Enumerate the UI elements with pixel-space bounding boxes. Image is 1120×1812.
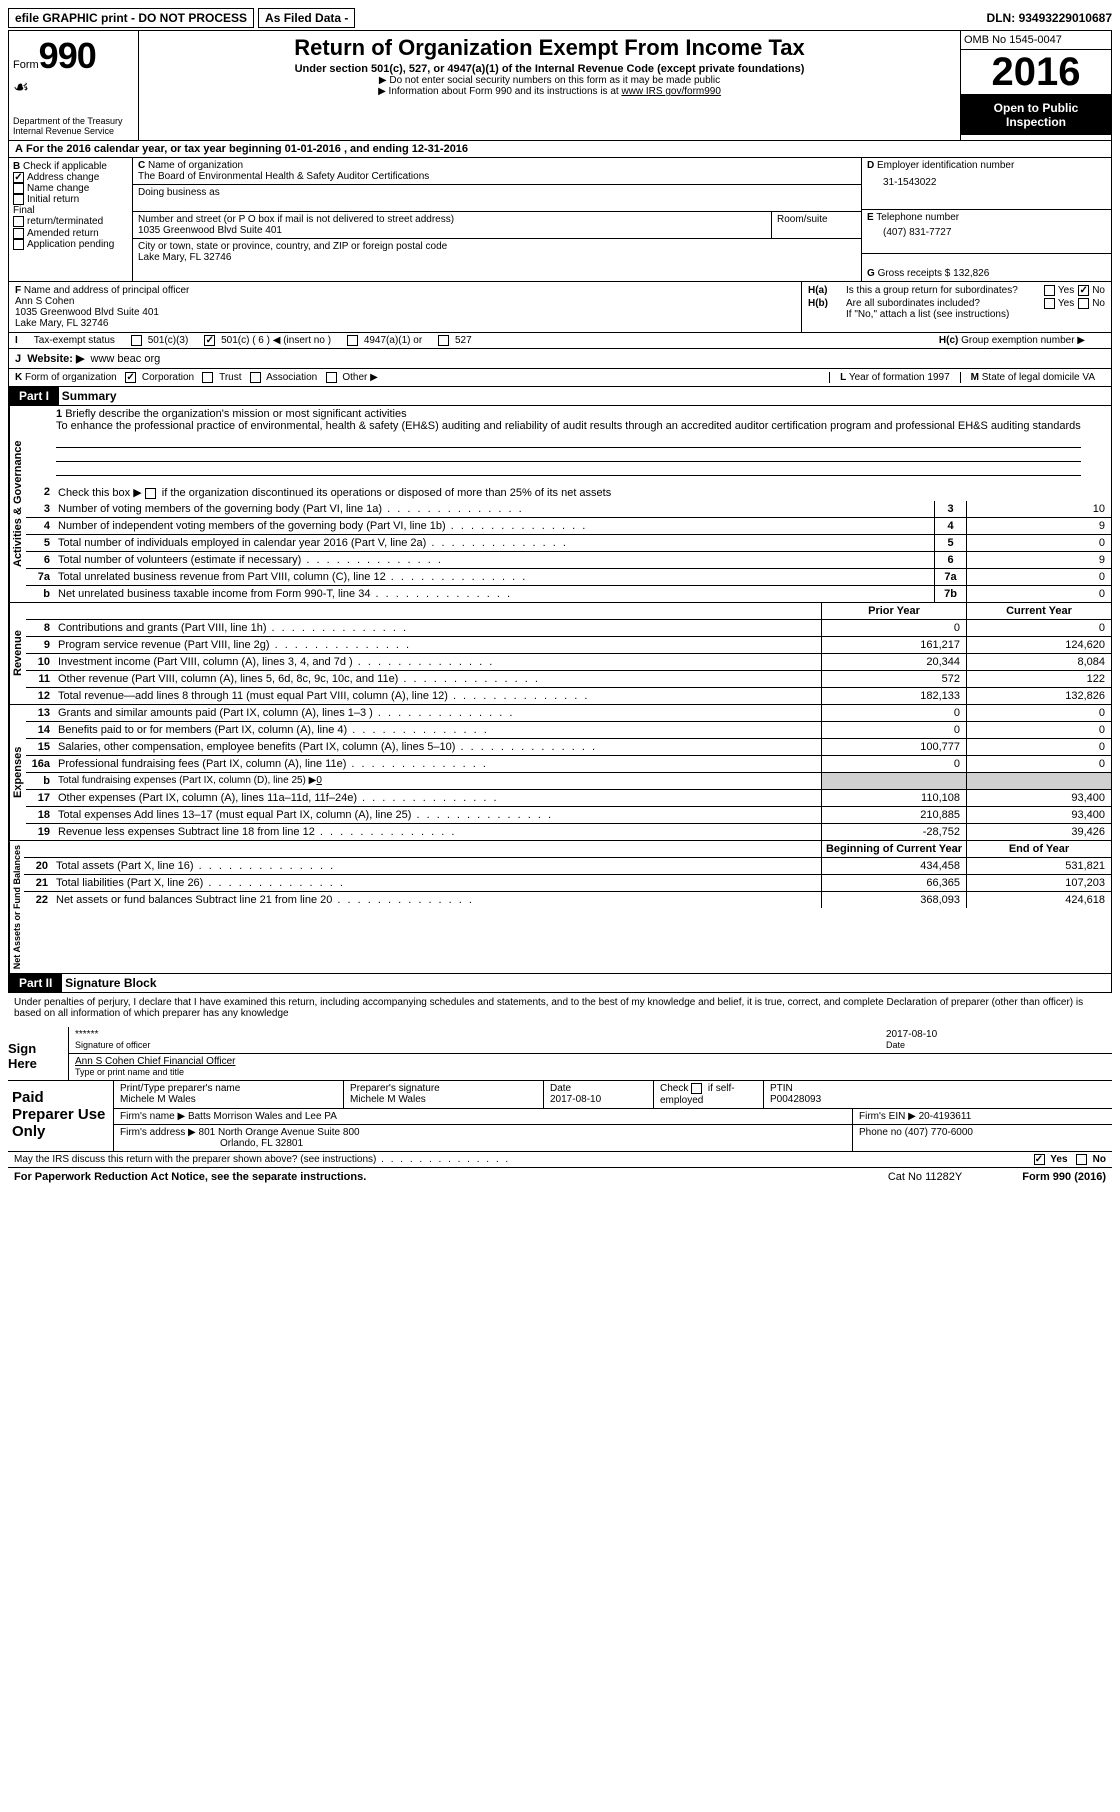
header-left: Form990 ☙ Department of the Treasury Int… bbox=[9, 31, 139, 140]
city-state: City or town, state or province, country… bbox=[133, 239, 861, 265]
dept-treasury: Department of the Treasury Internal Reve… bbox=[13, 116, 134, 136]
header-title: Return of Organization Exempt From Incom… bbox=[139, 31, 961, 140]
expenses-section: Expenses 13Grants and similar amounts pa… bbox=[9, 704, 1111, 840]
header-right: OMB No 1545-0047 2016 Open to Public Ins… bbox=[961, 31, 1111, 140]
entity-block: B Check if applicable Address change Nam… bbox=[9, 157, 1111, 281]
blank-line bbox=[56, 448, 1081, 462]
year-formation: L Year of formation 1997 bbox=[829, 372, 960, 383]
table-row: 20Total assets (Part X, line 16)434,4585… bbox=[24, 857, 1111, 874]
table-row: 12Total revenue—add lines 8 through 11 (… bbox=[26, 687, 1111, 704]
cb-amended[interactable] bbox=[13, 228, 24, 239]
telephone: E Telephone number (407) 831-7727 bbox=[861, 210, 1111, 254]
col-b-checkboxes: B Check if applicable Address change Nam… bbox=[9, 158, 133, 281]
table-row: 19Revenue less expenses Subtract line 18… bbox=[26, 823, 1111, 840]
cb-hb-no[interactable] bbox=[1078, 298, 1089, 309]
asfiled-box: As Filed Data - bbox=[258, 8, 355, 28]
table-row: 16aProfessional fundraising fees (Part I… bbox=[26, 755, 1111, 772]
vlabel-netassets: Net Assets or Fund Balances bbox=[9, 841, 24, 973]
table-row: 13Grants and similar amounts paid (Part … bbox=[26, 705, 1111, 721]
cb-self-employed[interactable] bbox=[691, 1083, 702, 1094]
sign-here-table: Sign Here ******Signature of officer 201… bbox=[8, 1027, 1112, 1080]
dba: Doing business as bbox=[133, 185, 861, 212]
net-assets-section: Net Assets or Fund Balances Beginning of… bbox=[9, 840, 1111, 973]
instructions-link: ▶ Information about Form 990 and its ins… bbox=[143, 86, 956, 97]
part1-header: Part I Summary bbox=[9, 386, 1111, 405]
part2-header: Part II Signature Block bbox=[9, 973, 1111, 992]
vlabel-revenue: Revenue bbox=[9, 603, 26, 704]
officer-name: Ann S Cohen Chief Financial OfficerType … bbox=[69, 1054, 1112, 1080]
org-name: C Name of organization The Board of Envi… bbox=[133, 158, 861, 185]
table-row: 14Benefits paid to or for members (Part … bbox=[26, 721, 1111, 738]
revenue-section: Revenue Prior YearCurrent Year 8Contribu… bbox=[9, 602, 1111, 704]
efile-box: efile GRAPHIC print - DO NOT PROCESS bbox=[8, 8, 254, 28]
tax-exempt-status: I Tax-exempt status 501(c)(3) 501(c) ( 6… bbox=[9, 332, 1111, 348]
form-number: Form990 ☙ bbox=[13, 35, 134, 98]
cb-initial-return[interactable] bbox=[13, 194, 24, 205]
col-de: D Employer identification number 31-1543… bbox=[861, 158, 1111, 281]
col-c: C Name of organization The Board of Envi… bbox=[133, 158, 861, 281]
room-suite: Room/suite bbox=[771, 212, 861, 238]
section-a: A For the 2016 calendar year, or tax yea… bbox=[9, 140, 1111, 157]
table-row: 8Contributions and grants (Part VIII, li… bbox=[26, 619, 1111, 636]
officer-signature: ******Signature of officer 2017-08-10Dat… bbox=[69, 1027, 1112, 1054]
cb-name-change[interactable] bbox=[13, 183, 24, 194]
top-bar: efile GRAPHIC print - DO NOT PROCESS As … bbox=[8, 8, 1112, 28]
blank-line bbox=[56, 462, 1081, 476]
tax-year: 2016 bbox=[961, 50, 1111, 95]
cb-discuss-no[interactable] bbox=[1076, 1154, 1087, 1165]
dln: DLN: 93493229010687 bbox=[987, 11, 1112, 25]
gross-receipts: G Gross receipts $ 132,826 bbox=[861, 254, 1111, 281]
cb-final-return[interactable] bbox=[13, 216, 24, 227]
website-row: J Website: ▶ www beac org bbox=[9, 348, 1111, 368]
table-row: 15Salaries, other compensation, employee… bbox=[26, 738, 1111, 755]
cb-assoc[interactable] bbox=[250, 372, 261, 383]
cb-discontinued[interactable] bbox=[145, 488, 156, 499]
table-row: 22Net assets or fund balances Subtract l… bbox=[24, 891, 1111, 908]
cb-address-change[interactable] bbox=[13, 172, 24, 183]
header: Form990 ☙ Department of the Treasury Int… bbox=[9, 31, 1111, 140]
cb-4947[interactable] bbox=[347, 335, 358, 346]
form-body: Form990 ☙ Department of the Treasury Int… bbox=[8, 30, 1112, 993]
cb-ha-yes[interactable] bbox=[1044, 285, 1055, 296]
table-row: 21Total liabilities (Part X, line 26)66,… bbox=[24, 874, 1111, 891]
cb-other[interactable] bbox=[326, 372, 337, 383]
activities-governance: Activities & Governance 1 Briefly descri… bbox=[9, 405, 1111, 602]
cb-501c3[interactable] bbox=[131, 335, 142, 346]
cb-ha-no[interactable] bbox=[1078, 285, 1089, 296]
cb-527[interactable] bbox=[438, 335, 449, 346]
signature-declaration: Under penalties of perjury, I declare th… bbox=[8, 993, 1112, 1023]
discuss-row: May the IRS discuss this return with the… bbox=[8, 1151, 1112, 1167]
cb-corp[interactable] bbox=[125, 372, 136, 383]
cb-501c[interactable] bbox=[204, 335, 215, 346]
open-to-public: Open to Public Inspection bbox=[961, 95, 1111, 135]
cb-application[interactable] bbox=[13, 239, 24, 250]
officer-group-row: F Name and address of principal officer … bbox=[9, 281, 1111, 332]
table-row: 17Other expenses (Part IX, column (A), l… bbox=[26, 789, 1111, 806]
irs-link[interactable]: www IRS gov/form990 bbox=[621, 86, 720, 97]
group-return: H(a)Is this a group return for subordina… bbox=[801, 282, 1111, 332]
blank-line bbox=[56, 434, 1081, 448]
form-of-org-row: K Form of organization Corporation Trust… bbox=[9, 368, 1111, 386]
cb-hb-yes[interactable] bbox=[1044, 298, 1055, 309]
table-row: 9Program service revenue (Part VIII, lin… bbox=[26, 636, 1111, 653]
street-address: Number and street (or P O box if mail is… bbox=[133, 212, 771, 238]
table-row: 10Investment income (Part VIII, column (… bbox=[26, 653, 1111, 670]
footer: For Paperwork Reduction Act Notice, see … bbox=[8, 1167, 1112, 1186]
paid-preparer-table: Paid Preparer Use Only Print/Type prepar… bbox=[8, 1080, 1112, 1150]
principal-officer: F Name and address of principal officer … bbox=[9, 282, 801, 332]
table-row: 11Other revenue (Part VIII, column (A), … bbox=[26, 670, 1111, 687]
omb-number: OMB No 1545-0047 bbox=[961, 31, 1111, 50]
legal-domicile: M State of legal domicile VA bbox=[960, 372, 1105, 383]
line-1: 1 Briefly describe the organization's mi… bbox=[26, 406, 1111, 434]
cb-discuss-yes[interactable] bbox=[1034, 1154, 1045, 1165]
vlabel-activities: Activities & Governance bbox=[9, 406, 26, 602]
cb-trust[interactable] bbox=[202, 372, 213, 383]
vlabel-expenses: Expenses bbox=[9, 705, 26, 840]
table-row: 18Total expenses Add lines 13–17 (must e… bbox=[26, 806, 1111, 823]
ein: D Employer identification number 31-1543… bbox=[861, 158, 1111, 210]
